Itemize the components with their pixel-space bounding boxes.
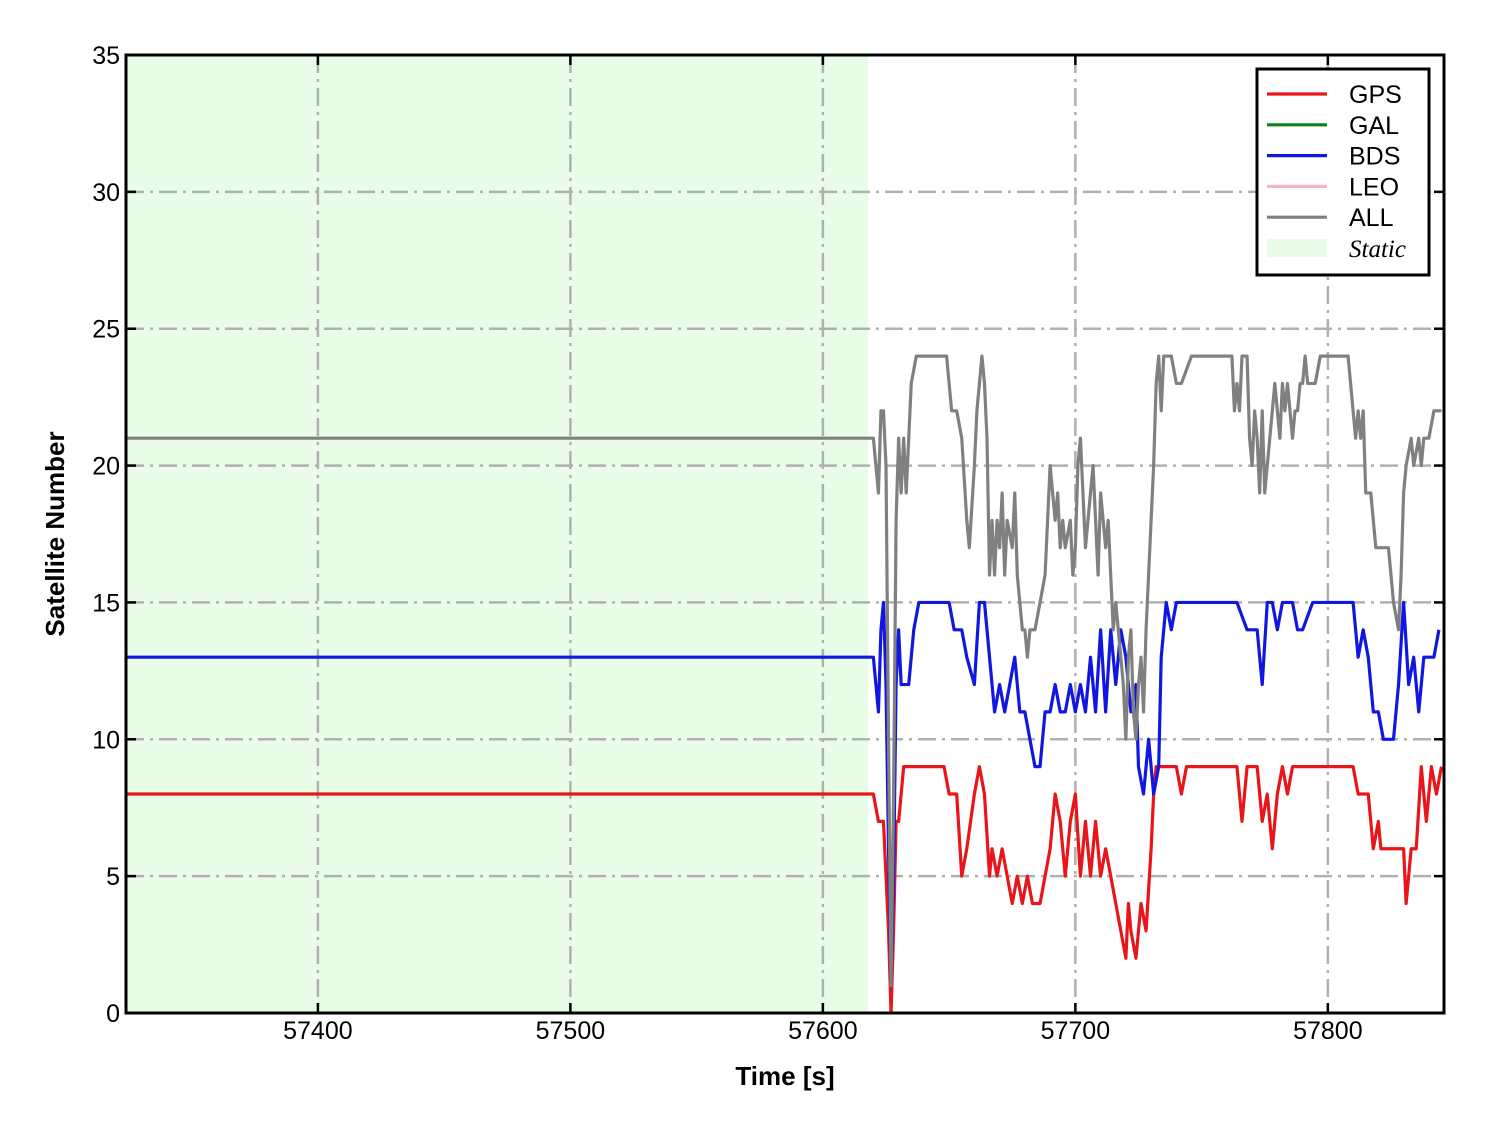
x-tick-label: 57400 bbox=[283, 1017, 353, 1045]
y-tick-label: 15 bbox=[92, 589, 120, 617]
y-tick-label: 5 bbox=[106, 863, 120, 891]
y-tick-label: 30 bbox=[92, 179, 120, 207]
y-tick-label: 10 bbox=[92, 726, 120, 754]
x-tick-label: 57800 bbox=[1293, 1017, 1363, 1045]
x-tick-label: 57600 bbox=[788, 1017, 858, 1045]
legend-label-gal: GAL bbox=[1349, 112, 1399, 140]
series-line-all bbox=[126, 354, 1442, 988]
series-lines bbox=[126, 354, 1444, 1015]
static-region bbox=[126, 55, 869, 1013]
y-tick-label: 25 bbox=[92, 316, 120, 344]
legend-label-static: Static bbox=[1349, 236, 1406, 263]
legend-label-all: ALL bbox=[1349, 204, 1394, 232]
tick-labels: 57400 57500 57600 57700 57800 0 5 10 15 20 25 30 35 bbox=[92, 42, 1362, 1045]
x-axis-label: Time [s] bbox=[735, 1061, 834, 1091]
y-tick-label: 35 bbox=[92, 42, 120, 70]
series-line-bds bbox=[126, 600, 1441, 988]
x-tick-label: 57500 bbox=[536, 1017, 606, 1045]
y-tick-label: 0 bbox=[106, 1000, 120, 1028]
y-tick-label: 20 bbox=[92, 453, 120, 481]
legend-label-bds: BDS bbox=[1349, 143, 1400, 171]
series-line-gps bbox=[126, 765, 1444, 1015]
legend-label-leo: LEO bbox=[1349, 173, 1399, 201]
legend-label-gps: GPS bbox=[1349, 81, 1402, 109]
axis-ticks bbox=[126, 53, 1444, 1015]
x-tick-label: 57700 bbox=[1041, 1017, 1111, 1045]
plot-frame bbox=[124, 53, 1446, 1015]
y-axis-label: Satellite Number bbox=[40, 431, 70, 636]
legend-swatch-static bbox=[1267, 239, 1327, 257]
